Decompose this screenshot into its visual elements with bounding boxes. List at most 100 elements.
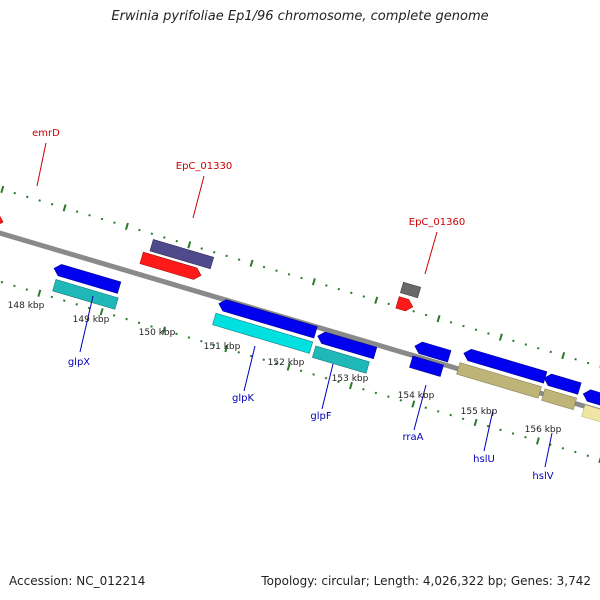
reverse-minor-tick: [50, 295, 54, 299]
reverse-major-tick: [99, 308, 104, 316]
reverse-minor-tick: [524, 436, 527, 439]
forward-minor-tick: [537, 346, 540, 350]
reverse-minor-tick: [150, 325, 153, 328]
forward-major-tick: [124, 222, 129, 231]
reverse-major-tick: [162, 326, 166, 334]
scale-label-151: 151 kbp: [204, 342, 241, 352]
gene-label-glpK[interactable]: glpK: [232, 393, 254, 404]
forward-minor-tick: [287, 273, 291, 276]
feature-next-track[interactable]: [581, 404, 600, 430]
forward-minor-tick: [462, 324, 465, 328]
gene-label-glpX[interactable]: glpX: [68, 357, 90, 368]
feature-next-gene[interactable]: [581, 388, 600, 414]
forward-minor-tick: [175, 239, 179, 243]
map-title: Erwinia pyrifoliae Ep1/96 chromosome, co…: [111, 9, 489, 24]
rraA-leader: [413, 384, 427, 431]
gene-label-EpC_01330[interactable]: EpC_01330: [176, 161, 232, 172]
accession-text: Accession: NC_012214: [9, 574, 146, 588]
forward-minor-tick: [574, 358, 577, 361]
feature-glpK-gene[interactable]: [217, 298, 318, 339]
forward-minor-tick: [487, 332, 490, 335]
feature-rraA-gene[interactable]: [413, 340, 452, 363]
reverse-minor-tick: [499, 428, 502, 432]
hslV-leader: [544, 432, 553, 468]
reverse-minor-tick: [486, 424, 490, 428]
forward-major-tick: [374, 296, 379, 304]
feature-hslV-gene[interactable]: [542, 372, 582, 395]
reverse-minor-tick: [374, 391, 378, 395]
forward-minor-tick: [100, 217, 104, 221]
reverse-minor-tick: [187, 336, 191, 339]
forward-minor-tick: [13, 191, 16, 195]
reverse-major-tick: [598, 455, 600, 464]
reverse-gene-callouts: glpX glpK glpF rraA hslU hslV: [68, 295, 554, 482]
feature-hslV-track[interactable]: [541, 388, 577, 410]
forward-minor-tick: [25, 195, 29, 199]
EpC_01330-leader: [192, 175, 205, 219]
reverse-minor-tick: [13, 284, 16, 288]
feature-EpC_01360-track[interactable]: [400, 281, 422, 299]
forward-minor-tick: [237, 258, 241, 261]
reverse-major-tick: [224, 344, 229, 353]
forward-minor-tick: [150, 232, 154, 236]
reverse-minor-tick: [362, 388, 365, 391]
forward-tick-row: [0, 185, 600, 368]
gene-label-EpC_01360[interactable]: EpC_01360: [409, 217, 465, 228]
reverse-minor-tick: [324, 376, 328, 380]
gene-label-glpF[interactable]: glpF: [310, 411, 331, 422]
reverse-minor-tick: [125, 317, 128, 321]
reverse-minor-tick: [249, 354, 253, 358]
scale-label-153: 153 kbp: [332, 374, 369, 384]
reverse-minor-tick: [586, 454, 590, 457]
forward-gene-callouts: emrD EpC_01330 EpC_01360: [32, 128, 465, 275]
reverse-major-tick: [473, 418, 478, 427]
EpC_01360-leader: [424, 231, 438, 275]
forward-major-tick: [187, 241, 192, 249]
forward-features: [0, 185, 422, 313]
feature-EpC_01330-track[interactable]: [149, 239, 215, 270]
reverse-minor-tick: [299, 369, 303, 373]
feature-EpC_01330-gene[interactable]: [139, 251, 203, 281]
reverse-minor-tick: [436, 410, 440, 413]
forward-major-tick: [0, 185, 5, 194]
forward-minor-tick: [200, 247, 203, 250]
feature-glpF-track[interactable]: [312, 345, 370, 374]
gene-label-hslU[interactable]: hslU: [473, 454, 495, 465]
reverse-minor-tick: [511, 432, 515, 435]
forward-minor-tick: [300, 276, 303, 280]
forward-minor-tick: [50, 202, 54, 206]
forward-minor-tick: [474, 328, 478, 331]
gene-label-hslV[interactable]: hslV: [532, 471, 553, 482]
feature-EpC_01360-gene[interactable]: [395, 296, 415, 313]
reverse-minor-tick: [25, 288, 29, 291]
forward-minor-tick: [38, 199, 41, 202]
feature-hslU-gene[interactable]: [462, 348, 548, 384]
forward-minor-tick: [138, 228, 141, 232]
forward-minor-tick: [449, 321, 453, 324]
feature-hslU-track[interactable]: [456, 362, 542, 399]
forward-major-tick: [62, 204, 67, 212]
forward-major-tick: [311, 278, 316, 286]
gene-label-rraA[interactable]: rraA: [402, 432, 423, 443]
forward-minor-tick: [325, 284, 328, 287]
forward-minor-tick: [424, 313, 428, 317]
forward-major-tick: [498, 333, 503, 341]
feature-rraA-track[interactable]: [409, 355, 444, 377]
forward-minor-tick: [212, 250, 216, 254]
reverse-minor-tick: [63, 299, 66, 302]
reverse-minor-tick: [561, 447, 565, 450]
reverse-minor-tick: [175, 332, 178, 336]
forward-minor-tick: [362, 295, 366, 298]
feature-glpX-gene[interactable]: [52, 263, 122, 294]
forward-minor-tick: [512, 339, 515, 343]
feature-glpX-track[interactable]: [52, 279, 119, 310]
rotated-track-group: [0, 185, 600, 464]
reverse-minor-tick: [399, 399, 403, 402]
hslU-leader: [483, 409, 494, 452]
feature-glpK-track[interactable]: [212, 312, 314, 354]
scale-label-156: 156 kbp: [525, 425, 562, 435]
gene-label-emrD[interactable]: emrD: [32, 128, 60, 139]
feature-glpF-gene[interactable]: [316, 330, 378, 360]
